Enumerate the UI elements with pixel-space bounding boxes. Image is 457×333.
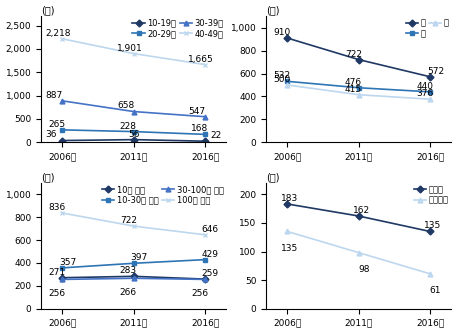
Line: 100인 이상: 100인 이상 [60,210,207,237]
Text: 183: 183 [282,194,298,203]
Line: 10-30인 미만: 10-30인 미만 [60,257,207,270]
40-49세 [131,52,137,56]
Text: 135: 135 [282,244,298,253]
Text: 271: 271 [48,268,66,277]
Text: 910: 910 [274,28,291,37]
Text: 572: 572 [427,67,444,76]
10-30인 미만 [60,266,65,270]
Text: 500: 500 [274,75,291,84]
Text: (명): (명) [266,6,280,16]
Legend: 10인 미만, 10-30인 미만, 30-100인 미만, 100인 이상: 10인 미만, 10-30인 미만, 30-100인 미만, 100인 이상 [101,184,225,205]
Text: 135: 135 [424,221,441,230]
30-100인 미만 [202,277,208,281]
Text: 1,665: 1,665 [188,55,214,64]
10인 미만 [60,276,65,280]
Text: 887: 887 [46,91,63,100]
Legend: 10-19세, 20-29세, 30-39세, 40-49세: 10-19세, 20-29세, 30-39세, 40-49세 [132,18,225,39]
100인 이상 [131,224,137,228]
10인 미만 [202,277,208,281]
Line: 30-39세: 30-39세 [60,99,207,119]
Text: 259: 259 [202,269,219,278]
Text: 162: 162 [353,206,370,215]
Text: 168: 168 [191,124,208,133]
Text: 722: 722 [120,216,137,225]
Text: 646: 646 [202,225,219,234]
비사무직 [427,272,433,276]
상 [427,75,433,79]
비사무직 [285,229,290,233]
Text: (명): (명) [41,172,54,182]
Line: 비사무직: 비사무직 [285,229,432,276]
Text: (명): (명) [41,6,54,16]
하 [285,83,290,87]
Text: 61: 61 [430,286,441,295]
Text: 357: 357 [59,258,76,267]
100인 이상 [202,233,208,237]
하 [427,97,433,101]
사무직 [285,202,290,206]
중 [285,79,290,83]
Text: 22: 22 [210,131,222,140]
상 [285,36,290,40]
Text: 722: 722 [345,50,362,59]
Text: 265: 265 [48,120,66,129]
Text: 2,218: 2,218 [46,29,71,38]
Text: 476: 476 [345,78,362,87]
Line: 10인 미만: 10인 미만 [60,274,207,281]
30-39세 [131,110,137,114]
Line: 중: 중 [285,79,432,94]
Line: 하: 하 [285,83,432,102]
비사무직 [356,251,361,255]
Text: 836: 836 [48,203,66,212]
Text: 36: 36 [46,131,57,140]
Text: 547: 547 [188,107,206,116]
Legend: 상, 중, 하: 상, 중, 하 [405,18,450,39]
Text: 429: 429 [202,249,219,258]
30-100인 미만 [60,277,65,281]
Text: 397: 397 [130,253,148,262]
Text: 1,901: 1,901 [117,44,143,53]
Text: 256: 256 [48,289,66,298]
10-19세 [202,139,208,143]
Line: 40-49세: 40-49세 [60,36,207,67]
Text: 228: 228 [120,122,137,131]
하 [356,93,361,97]
Text: 658: 658 [117,102,134,111]
Text: 415: 415 [345,85,362,94]
Line: 상: 상 [285,36,432,79]
중 [356,86,361,90]
Line: 10-19세: 10-19세 [60,137,207,144]
Text: 266: 266 [120,288,137,297]
10인 미만 [131,274,137,278]
Line: 30-100인 미만: 30-100인 미만 [60,276,207,282]
30-39세 [202,115,208,119]
20-29세 [60,128,65,132]
Text: 440: 440 [416,82,433,91]
Text: 283: 283 [120,266,137,275]
사무직 [356,214,361,218]
40-49세 [202,63,208,67]
20-29세 [131,130,137,134]
40-49세 [60,37,65,41]
중 [427,90,433,94]
30-39세 [60,99,65,103]
20-29세 [202,133,208,137]
Line: 사무직: 사무직 [285,201,432,234]
10-19세 [60,139,65,143]
10-30인 미만 [131,261,137,265]
Legend: 사무직, 비사무직: 사무직, 비사무직 [413,184,450,205]
Text: 256: 256 [191,289,208,298]
상 [356,58,361,62]
사무직 [427,229,433,233]
Text: 56: 56 [128,130,139,139]
10-19세 [131,138,137,142]
Text: (명): (명) [266,172,280,182]
Text: 376: 376 [416,89,433,98]
Line: 20-29세: 20-29세 [60,128,207,137]
10-30인 미만 [202,258,208,262]
Text: 532: 532 [274,71,291,80]
100인 이상 [60,211,65,215]
Text: 98: 98 [358,265,370,274]
30-100인 미만 [131,276,137,280]
